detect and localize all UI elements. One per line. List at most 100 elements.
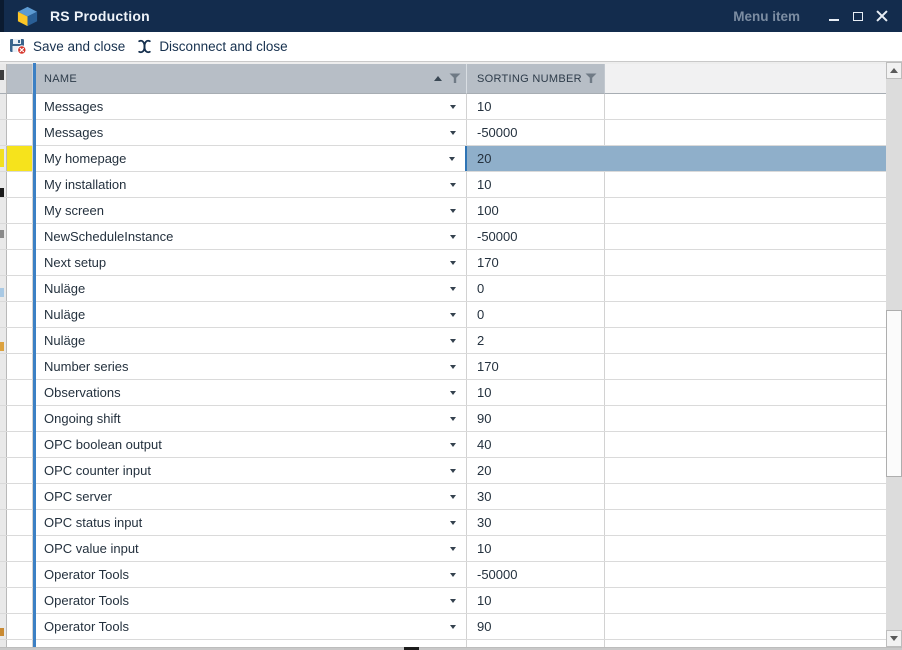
row-indicator-cell[interactable] bbox=[7, 120, 33, 145]
row-indicator-cell[interactable] bbox=[7, 640, 33, 647]
name-cell[interactable]: NewScheduleInstance bbox=[36, 224, 467, 249]
minimize-button[interactable] bbox=[822, 4, 846, 28]
dropdown-arrow-button[interactable] bbox=[449, 156, 455, 161]
row-filler-cell[interactable] bbox=[605, 484, 902, 509]
name-cell[interactable]: Number series bbox=[36, 354, 467, 379]
disconnect-and-close-button[interactable]: Disconnect and close bbox=[134, 34, 296, 60]
row-indicator-cell[interactable] bbox=[7, 380, 33, 405]
row-indicator-cell[interactable] bbox=[7, 94, 33, 119]
name-cell[interactable]: Ongoing shift bbox=[36, 406, 467, 431]
filter-icon[interactable] bbox=[449, 73, 461, 84]
name-cell[interactable]: Operator Tools bbox=[36, 562, 467, 587]
scroll-down-button[interactable] bbox=[886, 630, 902, 647]
row-indicator-cell[interactable] bbox=[7, 198, 33, 223]
dropdown-arrow-button[interactable] bbox=[450, 494, 456, 499]
sorting-number-cell[interactable] bbox=[467, 640, 605, 647]
row-indicator-cell[interactable] bbox=[7, 276, 33, 301]
column-header-sorting-number[interactable]: SORTING NUMBER bbox=[467, 64, 605, 94]
row-indicator-cell[interactable] bbox=[7, 614, 33, 639]
sorting-number-cell[interactable]: 20 bbox=[467, 458, 605, 483]
row-filler-cell[interactable] bbox=[605, 120, 902, 145]
row-filler-cell[interactable] bbox=[605, 146, 902, 171]
row-indicator-cell[interactable] bbox=[7, 250, 33, 275]
name-cell[interactable]: Nuläge bbox=[36, 328, 467, 353]
dropdown-arrow-button[interactable] bbox=[450, 260, 456, 265]
row-filler-cell[interactable] bbox=[605, 172, 902, 197]
row-filler-cell[interactable] bbox=[605, 640, 902, 647]
row-indicator-cell[interactable] bbox=[7, 172, 33, 197]
row-indicator-cell[interactable] bbox=[7, 224, 33, 249]
name-cell[interactable]: OPC counter input bbox=[36, 458, 467, 483]
row-indicator-cell[interactable] bbox=[7, 588, 33, 613]
row-filler-cell[interactable] bbox=[605, 94, 902, 119]
sorting-number-cell[interactable]: 30 bbox=[467, 510, 605, 535]
dropdown-arrow-button[interactable] bbox=[450, 546, 456, 551]
dropdown-arrow-button[interactable] bbox=[450, 286, 456, 291]
dropdown-arrow-button[interactable] bbox=[450, 390, 456, 395]
dropdown-arrow-button[interactable] bbox=[450, 234, 456, 239]
sorting-number-cell[interactable]: -50000 bbox=[467, 120, 605, 145]
row-filler-cell[interactable] bbox=[605, 328, 902, 353]
name-cell[interactable]: My installation bbox=[36, 172, 467, 197]
row-filler-cell[interactable] bbox=[605, 250, 902, 275]
sorting-number-cell[interactable]: -50000 bbox=[467, 224, 605, 249]
row-filler-cell[interactable] bbox=[605, 276, 902, 301]
sorting-number-cell[interactable]: 2 bbox=[467, 328, 605, 353]
name-cell[interactable]: OPC server bbox=[36, 484, 467, 509]
row-indicator-cell[interactable] bbox=[7, 458, 33, 483]
scrollbar-thumb[interactable] bbox=[886, 310, 902, 477]
row-filler-cell[interactable] bbox=[605, 432, 902, 457]
row-indicator-cell[interactable] bbox=[7, 406, 33, 431]
sorting-number-cell[interactable]: 90 bbox=[467, 614, 605, 639]
sorting-number-cell[interactable]: -50000 bbox=[467, 562, 605, 587]
row-filler-cell[interactable] bbox=[605, 562, 902, 587]
name-cell[interactable]: OPC boolean output bbox=[36, 432, 467, 457]
name-cell[interactable]: My screen bbox=[36, 198, 467, 223]
sorting-number-cell[interactable]: 170 bbox=[467, 250, 605, 275]
name-cell[interactable]: Observations bbox=[36, 380, 467, 405]
name-cell[interactable]: OPC status input bbox=[36, 510, 467, 535]
sorting-number-cell[interactable]: 100 bbox=[467, 198, 605, 223]
row-filler-cell[interactable] bbox=[605, 380, 902, 405]
row-filler-cell[interactable] bbox=[605, 536, 902, 561]
sorting-number-cell[interactable]: 10 bbox=[467, 536, 605, 561]
dropdown-arrow-button[interactable] bbox=[450, 572, 456, 577]
name-cell[interactable] bbox=[36, 640, 467, 647]
sorting-number-cell[interactable]: 40 bbox=[467, 432, 605, 457]
column-header-name[interactable]: NAME bbox=[36, 64, 467, 94]
dropdown-arrow-button[interactable] bbox=[450, 208, 456, 213]
name-cell[interactable]: Operator Tools bbox=[36, 588, 467, 613]
close-button[interactable] bbox=[870, 4, 894, 28]
row-indicator-cell[interactable] bbox=[7, 354, 33, 379]
dropdown-arrow-button[interactable] bbox=[450, 338, 456, 343]
dropdown-arrow-button[interactable] bbox=[450, 130, 456, 135]
maximize-button[interactable] bbox=[846, 4, 870, 28]
vertical-scrollbar[interactable] bbox=[886, 62, 902, 647]
row-filler-cell[interactable] bbox=[605, 510, 902, 535]
name-cell[interactable]: Messages bbox=[36, 94, 467, 119]
row-filler-cell[interactable] bbox=[605, 458, 902, 483]
sorting-number-cell[interactable]: 90 bbox=[467, 406, 605, 431]
sorting-number-cell[interactable]: 20 bbox=[467, 146, 605, 171]
name-cell[interactable]: Messages bbox=[36, 120, 467, 145]
row-filler-cell[interactable] bbox=[605, 588, 902, 613]
sorting-number-cell[interactable]: 0 bbox=[467, 276, 605, 301]
dropdown-arrow-button[interactable] bbox=[450, 520, 456, 525]
sorting-number-cell[interactable]: 10 bbox=[467, 172, 605, 197]
name-cell[interactable]: Nuläge bbox=[36, 302, 467, 327]
name-cell[interactable]: Next setup bbox=[36, 250, 467, 275]
dropdown-arrow-button[interactable] bbox=[450, 468, 456, 473]
row-filler-cell[interactable] bbox=[605, 354, 902, 379]
dropdown-arrow-button[interactable] bbox=[450, 312, 456, 317]
dropdown-arrow-button[interactable] bbox=[450, 624, 456, 629]
menu-item-button[interactable]: Menu item bbox=[733, 8, 800, 24]
row-filler-cell[interactable] bbox=[605, 198, 902, 223]
dropdown-arrow-button[interactable] bbox=[450, 104, 456, 109]
row-indicator-cell[interactable] bbox=[7, 484, 33, 509]
dropdown-arrow-button[interactable] bbox=[450, 182, 456, 187]
row-indicator-cell[interactable] bbox=[7, 302, 33, 327]
save-and-close-button[interactable]: Save and close bbox=[7, 34, 134, 60]
name-cell[interactable]: OPC value input bbox=[36, 536, 467, 561]
sorting-number-cell[interactable]: 0 bbox=[467, 302, 605, 327]
dropdown-arrow-button[interactable] bbox=[450, 416, 456, 421]
